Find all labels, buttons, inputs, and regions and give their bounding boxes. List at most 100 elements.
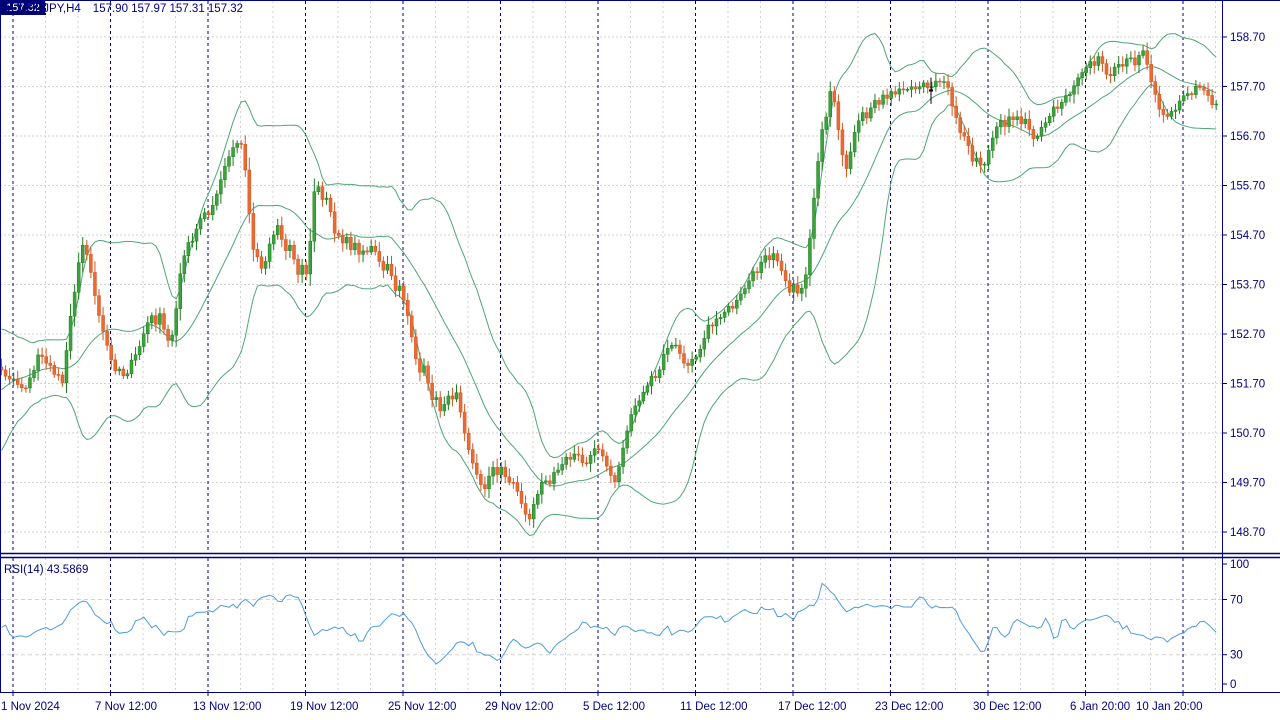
candle-body xyxy=(52,365,57,375)
candle-body xyxy=(844,154,849,169)
candle-body xyxy=(787,280,792,293)
candle-body xyxy=(150,315,154,323)
candle-body xyxy=(462,411,467,434)
price-tick-label: 153.70 xyxy=(1230,280,1265,292)
candle-body xyxy=(182,255,187,275)
candle-body xyxy=(1104,63,1109,75)
bollinger-middle-line xyxy=(1,66,1217,487)
candle-body xyxy=(259,256,264,269)
candle-body xyxy=(320,186,325,200)
candle-body xyxy=(316,186,321,192)
candle-body xyxy=(1019,116,1023,124)
candle-body xyxy=(174,308,178,336)
time-tick-label: 7 Nov 12:00 xyxy=(95,701,157,713)
candle-body xyxy=(974,157,979,162)
candle-body xyxy=(820,129,824,162)
bollinger-lower-line xyxy=(1,83,1217,537)
candle-body xyxy=(418,358,422,373)
candle-body xyxy=(72,291,77,317)
candle-body xyxy=(117,368,122,372)
candle-body xyxy=(726,305,731,313)
candle-body xyxy=(1015,116,1019,120)
candle-body xyxy=(162,313,166,330)
candle-body xyxy=(85,244,89,255)
candle-body xyxy=(215,193,219,206)
candle-body xyxy=(81,244,85,263)
candle-body xyxy=(1133,57,1137,66)
time-tick-label: 17 Dec 12:00 xyxy=(778,701,846,713)
candle-body xyxy=(450,395,455,400)
pane-resize-handle[interactable] xyxy=(0,552,1280,559)
candle-body xyxy=(24,387,28,390)
time-tick-label: 25 Nov 12:00 xyxy=(388,701,456,713)
candle-body xyxy=(913,86,918,90)
candle-body xyxy=(824,116,828,130)
candle-body xyxy=(271,234,276,245)
candle-body xyxy=(231,147,235,157)
candle-body xyxy=(950,87,954,107)
candle-body xyxy=(735,299,739,309)
candle-body xyxy=(629,414,633,432)
candle-body xyxy=(601,449,605,457)
candle-body xyxy=(361,250,365,255)
price-tick-label: 157.70 xyxy=(1230,82,1265,94)
candles-layer xyxy=(0,42,1218,528)
candle-body xyxy=(255,249,260,258)
candle-body xyxy=(621,447,625,467)
candle-body xyxy=(1186,93,1190,96)
candle-body xyxy=(698,348,702,358)
candle-body xyxy=(44,356,48,364)
candle-body xyxy=(426,365,430,384)
time-tick-label: 1 Nov 2024 xyxy=(1,701,60,713)
candle-body xyxy=(76,262,81,293)
symbol-dropdown-icon[interactable] xyxy=(3,4,14,14)
candle-body xyxy=(7,375,12,380)
candle-body xyxy=(755,271,759,273)
candle-body xyxy=(625,430,629,449)
rsi-layer xyxy=(1,582,1217,665)
candle-body xyxy=(1027,118,1032,130)
candle-body xyxy=(125,373,130,377)
candle-body xyxy=(848,151,853,169)
time-tick-label: 6 Jan 20:00 xyxy=(1070,701,1130,713)
candle-body xyxy=(511,482,516,484)
candle-body xyxy=(515,482,520,492)
candle-body xyxy=(133,354,138,361)
candle-body xyxy=(267,243,272,262)
time-axis[interactable]: 1 Nov 2024 7 Nov 12:00 13 Nov 12:00 19 Nov … xyxy=(1,692,1203,713)
candle-body xyxy=(68,315,73,351)
candle-body xyxy=(410,315,414,338)
rsi-axis[interactable]: 100 70 30 0 xyxy=(1222,559,1249,691)
candle-body xyxy=(1190,93,1194,95)
price-tick-label: 151.70 xyxy=(1230,379,1265,391)
current-price-tag: 157.32 xyxy=(0,0,46,15)
candle-body xyxy=(324,197,329,200)
candle-body xyxy=(336,233,341,236)
candle-body xyxy=(609,465,613,476)
candle-body xyxy=(158,313,162,325)
candle-body xyxy=(568,456,572,460)
candle-body xyxy=(938,80,942,83)
candle-body xyxy=(596,448,601,450)
candle-body xyxy=(491,467,495,477)
price-axis[interactable]: 158.70 157.70 156.70 155.70 154.70 153.70 152.… xyxy=(1222,32,1265,539)
candle-body xyxy=(930,86,934,88)
candle-body xyxy=(495,467,499,475)
candle-body xyxy=(747,280,751,289)
candle-body xyxy=(105,331,109,346)
price-tick-label: 148.70 xyxy=(1230,527,1265,539)
candle-body xyxy=(276,225,280,236)
candle-body xyxy=(1084,67,1088,73)
candle-body xyxy=(280,225,284,240)
candle-body xyxy=(783,270,788,281)
candle-body xyxy=(369,245,373,253)
candle-body xyxy=(446,395,451,405)
candle-body xyxy=(946,81,950,88)
candle-body xyxy=(1121,64,1125,67)
candle-body xyxy=(1129,57,1133,60)
candle-body xyxy=(137,346,142,356)
candle-body xyxy=(816,161,820,199)
candle-body xyxy=(1076,77,1080,87)
candle-body xyxy=(588,454,593,464)
